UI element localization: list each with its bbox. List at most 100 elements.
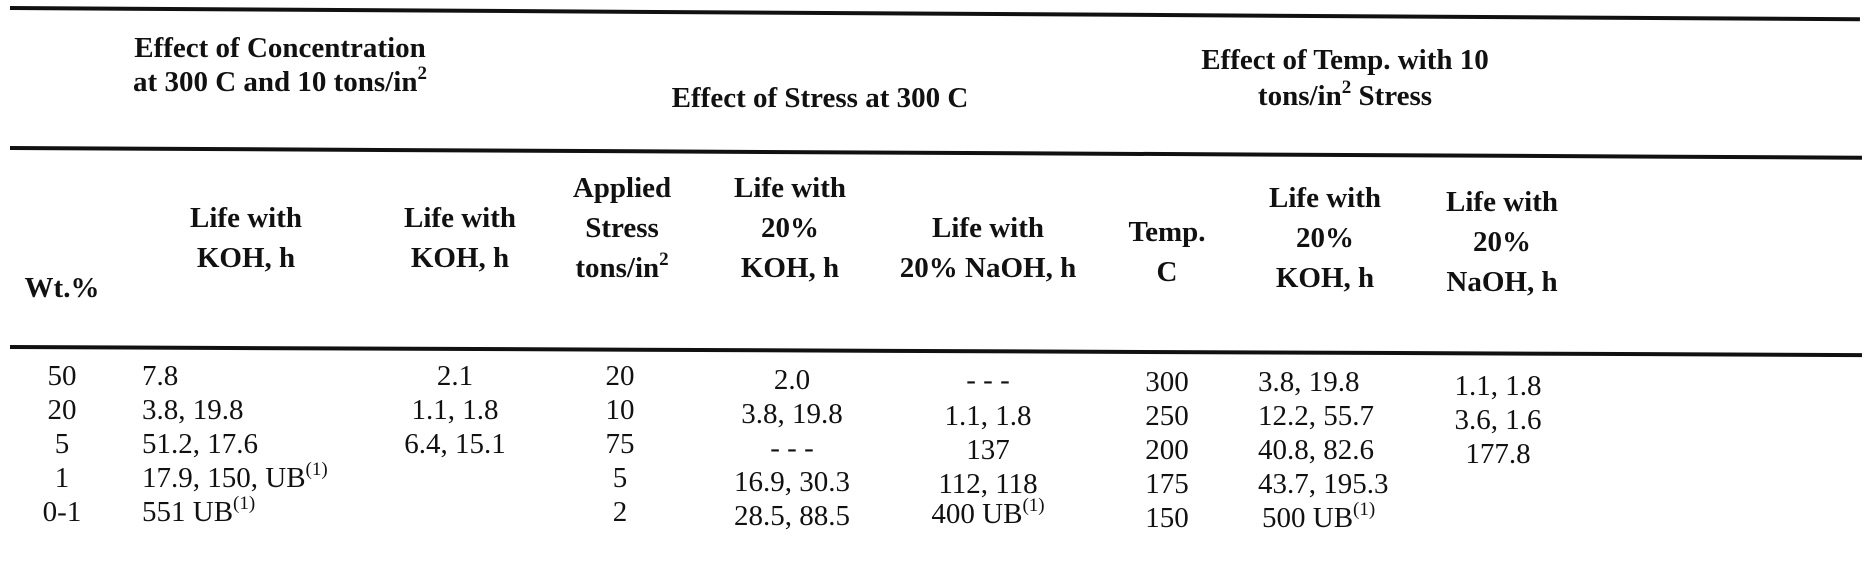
header-tnaoh-line3: NaOH, h — [1446, 266, 1558, 298]
cell-temp-koh-text: 3.8, 19.8 — [1258, 366, 1360, 398]
superscript: 2 — [417, 63, 427, 84]
cell-temp: 300 — [1145, 366, 1189, 398]
header-koh20: Life with 20% KOH, h — [690, 168, 890, 288]
cell-koh-b: 2.1 — [436, 360, 474, 392]
cell-temp: 175 — [1145, 468, 1189, 500]
group-temp-line2b: Stress — [1351, 80, 1433, 112]
header-koh-b-line1: Life with — [404, 202, 516, 234]
cell-temp-koh-text: 40.8, 82.6 — [1258, 434, 1374, 466]
header-tkoh-line1: Life with — [1269, 182, 1381, 214]
cell-koh-a-text: 51.2, 17.6 — [142, 428, 258, 460]
cell-temp-koh: 12.2, 55.7 — [1258, 398, 1374, 434]
header-temp-naoh: Life with 20% NaOH, h — [1427, 182, 1577, 302]
cell-stress: 5 — [612, 462, 628, 494]
header-applied-stress: Applied Stress tons/in2 — [522, 168, 722, 288]
cell-temp-koh: 43.7, 195.3 — [1258, 466, 1389, 502]
cell-naoh20-text: 400 UB — [931, 498, 1023, 530]
cell-koh-b: 6.4, 15.1 — [404, 428, 506, 460]
header-stress-line3: tons/in2 — [522, 248, 722, 288]
header-naoh20: Life with 20% NaOH, h — [868, 208, 1108, 288]
group-temp-heading-2: tons/in2 Stress — [1225, 76, 1465, 116]
cell-temp-koh-text: 43.7, 195.3 — [1258, 468, 1389, 500]
header-koh-a-line1: Life with — [190, 202, 302, 234]
footnote-marker: (1) — [1353, 499, 1376, 520]
header-koh-b: Life with KOH, h — [360, 198, 560, 278]
header-wt: Wt.% — [0, 268, 162, 308]
cell-wt: 1 — [54, 462, 70, 494]
cell-temp: 150 — [1145, 502, 1189, 534]
cell-temp: 200 — [1145, 434, 1189, 466]
group-stress-heading: Effect of Stress at 300 C — [620, 78, 1020, 118]
header-tnaoh-line2: 20% — [1473, 226, 1531, 258]
cell-wt: 50 — [47, 360, 77, 392]
group-concentration-line2: at 300 C and 10 tons/in — [133, 66, 418, 98]
cell-koh-a-text: 551 UB — [142, 496, 234, 528]
header-temp: Temp. C — [1067, 212, 1267, 292]
superscript: 2 — [1341, 77, 1352, 98]
header-stress-line2: Stress — [585, 212, 659, 244]
header-temp-line1: Temp. — [1128, 216, 1206, 248]
group-concentration-heading: Effect of Concentration — [130, 28, 430, 68]
cell-stress: 10 — [605, 394, 635, 426]
header-tkoh-line3: KOH, h — [1275, 262, 1375, 294]
cell-temp-koh: 3.8, 19.8 — [1258, 364, 1360, 400]
header-koh-a-line2: KOH, h — [196, 242, 296, 274]
header-koh20-line1: Life with — [734, 172, 846, 204]
cell-wt: 5 — [54, 428, 70, 460]
group-rule — [9, 146, 1862, 160]
cell-stress: 75 — [605, 428, 635, 460]
cell-koh20: 16.9, 30.3 — [734, 466, 850, 498]
cell-wt: 20 — [47, 394, 77, 426]
footnote-marker: (1) — [1022, 495, 1045, 516]
cell-koh20: 3.8, 19.8 — [741, 398, 843, 430]
header-rule — [9, 345, 1862, 358]
group-temp-line1: Effect of Temp. with 10 — [1201, 44, 1489, 76]
cell-wt: 0-1 — [42, 496, 82, 528]
cell-koh-b: 1.1, 1.8 — [411, 394, 499, 426]
cell-koh-a: 3.8, 19.8 — [142, 392, 244, 428]
cell-koh-a: 7.8 — [142, 358, 178, 394]
cell-naoh20: 1.1, 1.8 — [944, 400, 1032, 432]
cell-koh-a-text: 17.9, 150, UB — [142, 462, 306, 494]
cell-koh-a: 551 UB(1) — [142, 494, 255, 530]
header-koh20-line3: KOH, h — [740, 252, 840, 284]
cell-temp-naoh: 3.6, 1.6 — [1454, 404, 1542, 436]
header-tkoh-line2: 20% — [1296, 222, 1354, 254]
cell-stress: 2 — [612, 496, 628, 528]
header-koh-a: Life with KOH, h — [146, 198, 346, 278]
header-temp-line2: C — [1156, 256, 1178, 288]
group-temp-line2a: tons/in — [1257, 80, 1342, 112]
cell-naoh20: - - - — [966, 364, 1010, 396]
cell-naoh20: 400 UB(1) — [878, 496, 1098, 532]
cell-koh-a: 17.9, 150, UB(1) — [142, 460, 328, 496]
header-wt-text: Wt.% — [24, 272, 100, 304]
cell-koh-a-text: 3.8, 19.8 — [142, 394, 244, 426]
header-stress-line1: Applied — [572, 172, 672, 204]
group-temp-heading: Effect of Temp. with 10 — [1175, 40, 1515, 80]
cell-temp: 250 — [1145, 400, 1189, 432]
cell-koh20: 28.5, 88.5 — [734, 500, 850, 532]
cell-koh20: - - - — [770, 432, 814, 464]
cell-temp-naoh: 177.8 — [1465, 438, 1531, 470]
cell-stress: 20 — [605, 360, 635, 392]
group-stress-line1: Effect of Stress at 300 C — [671, 82, 969, 114]
header-temp-koh: Life with 20% KOH, h — [1225, 178, 1425, 298]
cell-temp-koh-text: 500 UB — [1262, 502, 1354, 534]
cell-temp-koh: 40.8, 82.6 — [1258, 432, 1374, 468]
cell-temp-naoh: 1.1, 1.8 — [1454, 370, 1542, 402]
header-koh20-line2: 20% — [761, 212, 819, 244]
header-stress-unit: tons/in — [575, 252, 660, 284]
header-tnaoh-line1: Life with — [1446, 186, 1558, 218]
cell-temp-koh-text: 12.2, 55.7 — [1258, 400, 1374, 432]
footnote-marker: (1) — [233, 493, 256, 514]
cell-naoh20: 112, 118 — [938, 468, 1038, 500]
header-naoh20-line2: 20% NaOH, h — [899, 252, 1077, 284]
top-rule — [9, 6, 1860, 22]
header-naoh20-line1: Life with — [932, 212, 1044, 244]
footnote-marker: (1) — [305, 459, 328, 480]
superscript: 2 — [659, 249, 669, 270]
cell-koh20: 2.0 — [773, 364, 811, 396]
cell-temp-koh: 500 UB(1) — [1262, 500, 1375, 536]
cell-koh-a: 51.2, 17.6 — [142, 426, 258, 462]
group-concentration-heading-2: at 300 C and 10 tons/in2 — [105, 62, 455, 102]
